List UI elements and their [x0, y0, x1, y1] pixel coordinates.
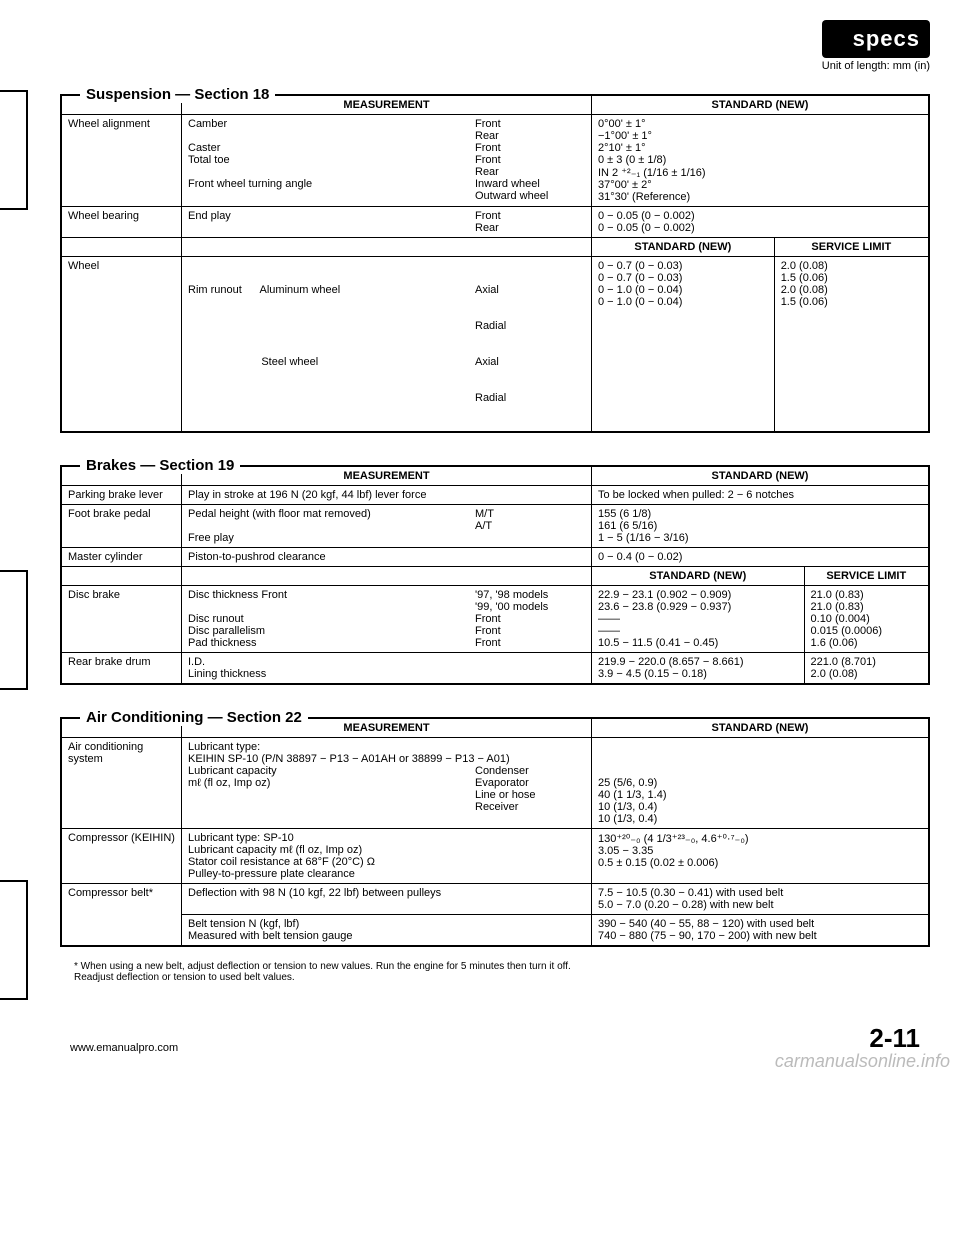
measurement-cell: Belt tension N (kgf, lbf) Measured with … [182, 915, 592, 946]
service-cell: 221.0 (8.701) 2.0 (0.08) [804, 653, 928, 684]
value-cell: 130⁺²⁰₋₀ (4 1/3⁺²³₋₀, 4.6⁺⁰·⁷₋₀) 3.05 − … [592, 829, 929, 884]
page-number: 2-11 [869, 1023, 920, 1054]
row-label: Parking brake lever [62, 486, 182, 505]
value-cell: 0 − 0.7 (0 − 0.03) 0 − 0.7 (0 − 0.03) 0 … [592, 257, 775, 432]
col-measurement: MEASUREMENT [182, 467, 592, 486]
measurement-cell: Lubricant type: KEIHIN SP-10 (P/N 38897 … [182, 738, 592, 829]
footnote: * When using a new belt, adjust deflecti… [74, 961, 930, 983]
row-label: Compressor (KEIHIN) [62, 829, 182, 884]
col-standard: STANDARD (NEW) [592, 467, 929, 486]
section-title-ac: Air Conditioning — Section 22 [80, 709, 308, 726]
measurement-cell: Deflection with 98 N (10 kgf, 22 lbf) be… [182, 884, 592, 915]
watermark: carmanualsonline.info [775, 1051, 950, 1072]
value-cell: 22.9 − 23.1 (0.902 − 0.909) 23.6 − 23.8 … [592, 586, 805, 653]
measurement-cell: Piston-to-pushrod clearance [182, 548, 592, 567]
value-cell: 0 − 0.05 (0 − 0.002) 0 − 0.05 (0 − 0.002… [592, 207, 929, 238]
row-label: Air conditioning system [62, 738, 182, 829]
service-cell: 21.0 (0.83) 21.0 (0.83) 0.10 (0.004) 0.0… [804, 586, 928, 653]
col-standard: STANDARD (NEW) [592, 719, 929, 738]
value-cell: 155 (6 1/8) 161 (6 5/16) 1 − 5 (1/16 − 3… [592, 505, 929, 548]
footer-url: www.emanualpro.com [70, 1042, 178, 1054]
col-service: SERVICE LIMIT [774, 238, 928, 257]
measurement-cell: CamberFront Rear CasterFront Total toeFr… [182, 115, 592, 207]
measurement-cell: Pedal height (with floor mat removed)M/T… [182, 505, 592, 548]
row-label: Disc brake [62, 586, 182, 653]
unit-label: Unit of length: mm (in) [822, 60, 930, 72]
col-standard: STANDARD (NEW) [592, 567, 805, 586]
row-label: Foot brake pedal [62, 505, 182, 548]
section-title-suspension: Suspension — Section 18 [80, 86, 275, 103]
value-cell: To be locked when pulled: 2 − 6 notches [592, 486, 929, 505]
value-cell: 25 (5/6, 0.9) 40 (1 1/3, 1.4) 10 (1/3, 0… [592, 738, 929, 829]
value-cell: 7.5 − 10.5 (0.30 − 0.41) with used belt … [592, 884, 929, 915]
value-cell: 0 − 0.4 (0 − 0.02) [592, 548, 929, 567]
measurement-cell: I.D. Lining thickness [182, 653, 592, 684]
row-label: Master cylinder [62, 548, 182, 567]
row-label: Wheel bearing [62, 207, 182, 238]
measurement-cell: Disc thickness Front'97, '98 models '99,… [182, 586, 592, 653]
value-cell: 390 − 540 (40 − 55, 88 − 120) with used … [592, 915, 929, 946]
service-cell: 2.0 (0.08) 1.5 (0.06) 2.0 (0.08) 1.5 (0.… [774, 257, 928, 432]
brakes-section: MEASUREMENTSTANDARD (NEW) Parking brake … [60, 465, 930, 685]
measurement-cell: Play in stroke at 196 N (20 kgf, 44 lbf)… [182, 486, 592, 505]
specs-badge: specs [822, 20, 930, 58]
col-service: SERVICE LIMIT [804, 567, 928, 586]
row-label: Wheel [62, 257, 182, 432]
col-standard: STANDARD (NEW) [592, 238, 775, 257]
measurement-cell: End playFront Rear [182, 207, 592, 238]
row-label: Rear brake drum [62, 653, 182, 684]
value-cell: 219.9 − 220.0 (8.657 − 8.661) 3.9 − 4.5 … [592, 653, 805, 684]
row-label: Compressor belt* [62, 884, 182, 946]
section-title-brakes: Brakes — Section 19 [80, 457, 240, 474]
suspension-section: MEASUREMENTSTANDARD (NEW) Wheel alignmen… [60, 94, 930, 433]
ac-section: MEASUREMENTSTANDARD (NEW) Air conditioni… [60, 717, 930, 947]
measurement-cell: Rim runout Aluminum wheelAxial Radial St… [182, 257, 592, 432]
row-label: Wheel alignment [62, 115, 182, 207]
col-standard: STANDARD (NEW) [592, 96, 929, 115]
value-cell: 0°00' ± 1° −1°00' ± 1° 2°10' ± 1° 0 ± 3 … [592, 115, 929, 207]
measurement-cell: Lubricant type: SP-10 Lubricant capacity… [182, 829, 592, 884]
